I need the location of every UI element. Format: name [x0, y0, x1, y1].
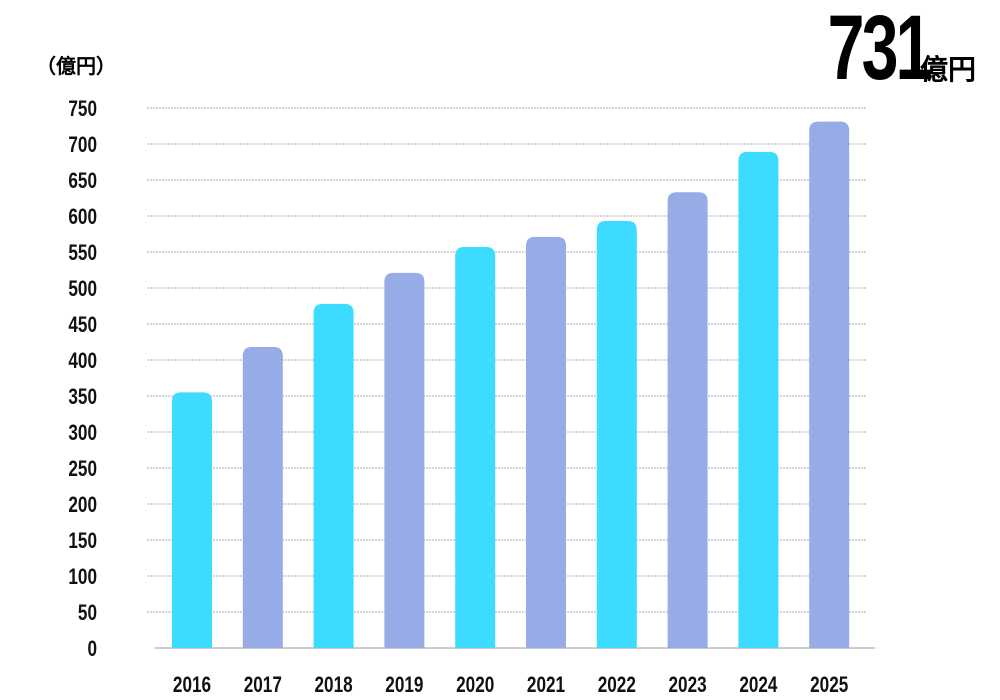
bar-2017	[242, 347, 283, 648]
x-tick-label: 2018	[315, 673, 353, 698]
x-tick-label: 2016	[173, 673, 211, 698]
bar-2020	[455, 246, 496, 648]
y-tick-label: 300	[68, 421, 97, 446]
y-axis-unit-label: （億円）	[36, 56, 116, 78]
y-tick-label: 100	[68, 565, 97, 590]
y-tick-label: 250	[68, 457, 97, 482]
bar-2019	[384, 272, 425, 648]
y-tick-label: 600	[68, 205, 97, 230]
x-tick-label: 2019	[385, 673, 423, 698]
headline-unit: 億円	[919, 54, 976, 85]
y-tick-label: 450	[68, 313, 97, 338]
y-tick-label: 550	[68, 241, 97, 266]
x-tick-label: 2023	[669, 673, 707, 698]
x-tick-label: 2022	[598, 673, 636, 698]
bar-2016	[172, 392, 212, 648]
bar-2023	[667, 192, 708, 649]
headline-total: 731 億円	[788, 2, 976, 94]
y-tick-label: 700	[68, 133, 97, 158]
x-tick-label: 2020	[456, 673, 494, 698]
x-tick-label: 2021	[527, 673, 565, 698]
bar-2018	[313, 303, 354, 648]
y-tick-label: 200	[68, 493, 97, 518]
y-tick-label: 150	[68, 529, 97, 554]
y-tick-label: 500	[68, 277, 97, 302]
y-tick-label: 350	[68, 385, 97, 410]
bar-2025	[809, 121, 850, 649]
y-tick-label: 650	[68, 169, 97, 194]
x-tick-label: 2024	[739, 673, 777, 698]
x-tick-label: 2017	[244, 673, 282, 698]
bar-2022	[596, 221, 637, 649]
x-tick-label: 2025	[810, 673, 848, 698]
headline-value: 731	[828, 0, 933, 99]
bar-2024	[738, 151, 779, 649]
y-tick-label: 400	[68, 349, 97, 374]
bar-2021	[526, 236, 566, 648]
y-tick-label: 50	[78, 601, 97, 626]
y-tick-label: 750	[68, 97, 97, 122]
y-tick-label: 0	[87, 637, 97, 662]
